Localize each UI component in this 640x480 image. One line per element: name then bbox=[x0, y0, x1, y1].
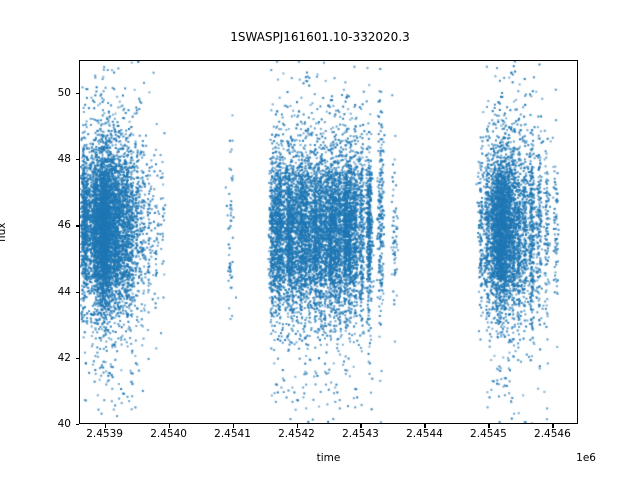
x-tick-mark bbox=[168, 424, 170, 428]
x-axis-label: time bbox=[316, 452, 341, 464]
x-tick-label: 2.4544 bbox=[406, 428, 443, 440]
x-tick-mark bbox=[296, 424, 298, 428]
y-tick-label: 48 bbox=[57, 153, 71, 166]
y-tick-mark bbox=[75, 424, 79, 426]
x-tick-label: 2.4541 bbox=[214, 428, 251, 440]
x-tick-label: 2.4543 bbox=[342, 428, 379, 440]
y-tick-label: 46 bbox=[57, 219, 71, 232]
y-tick-label: 50 bbox=[57, 87, 71, 100]
y-tick-mark bbox=[75, 291, 79, 293]
x-tick-mark bbox=[552, 424, 554, 428]
plot-area bbox=[79, 60, 578, 424]
y-tick-mark bbox=[75, 225, 79, 227]
scatter-series-flux bbox=[80, 61, 577, 423]
x-tick-mark bbox=[488, 424, 490, 428]
y-tick-mark bbox=[75, 93, 79, 95]
chart-title: 1SWASPJ161601.10-332020.3 bbox=[230, 30, 410, 44]
x-tick-mark bbox=[424, 424, 426, 428]
x-tick-label: 2.4546 bbox=[534, 428, 571, 440]
x-tick-mark bbox=[360, 424, 362, 428]
y-tick-mark bbox=[75, 357, 79, 359]
x-tick-label: 2.4539 bbox=[86, 428, 123, 440]
y-tick-label: 44 bbox=[57, 285, 71, 298]
x-tick-mark bbox=[104, 424, 106, 428]
x-tick-mark bbox=[232, 424, 234, 428]
x-tick-label: 2.4542 bbox=[278, 428, 315, 440]
y-tick-label: 42 bbox=[57, 351, 71, 364]
x-axis-offset-text: 1e6 bbox=[576, 452, 596, 464]
x-tick-label: 2.4540 bbox=[150, 428, 187, 440]
y-tick-mark bbox=[75, 159, 79, 161]
x-tick-label: 2.4545 bbox=[470, 428, 507, 440]
y-tick-label: 40 bbox=[57, 418, 71, 430]
